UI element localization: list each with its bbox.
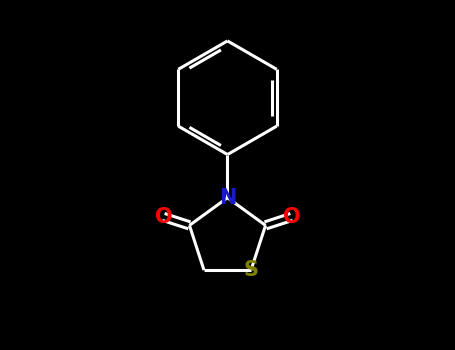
- Text: O: O: [283, 207, 300, 227]
- Text: N: N: [219, 188, 236, 208]
- Text: S: S: [243, 260, 258, 280]
- Text: O: O: [155, 207, 172, 227]
